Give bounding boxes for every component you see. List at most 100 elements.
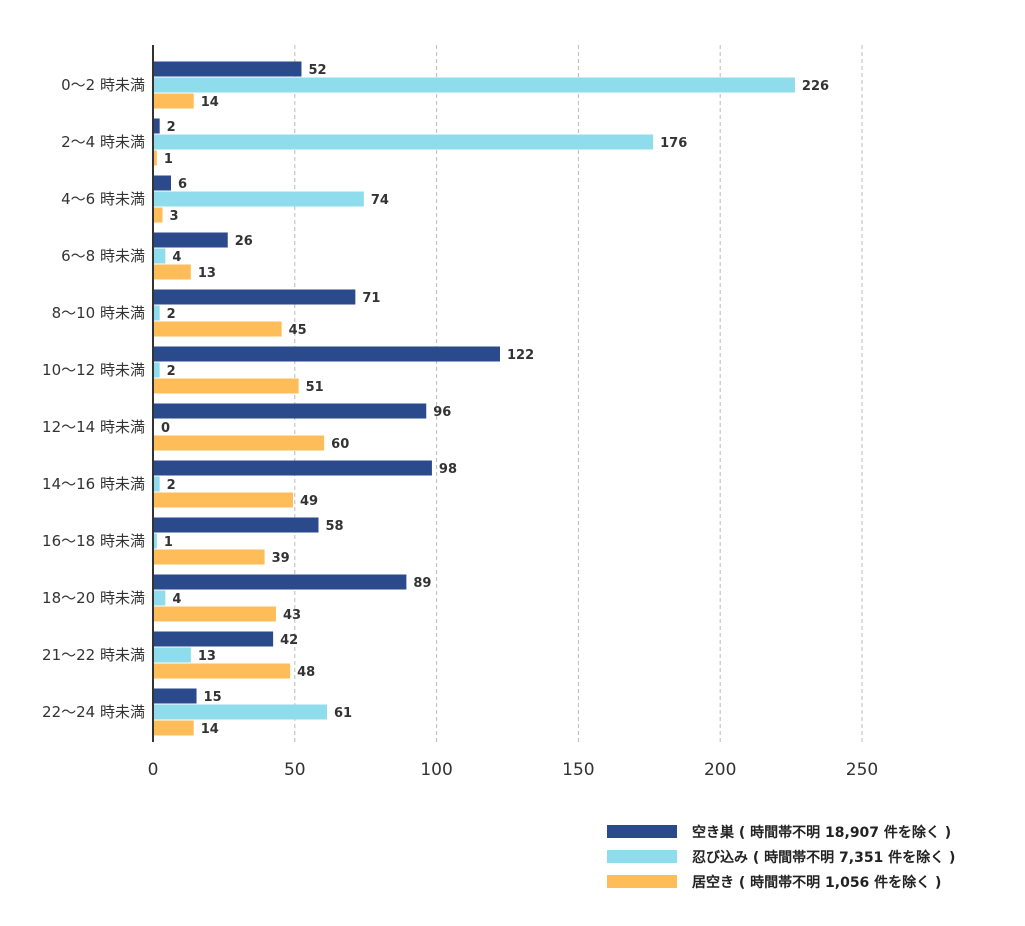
data-label: 89 (413, 576, 431, 591)
data-label: 176 (660, 136, 687, 151)
category-label: 4〜6 時未満 (61, 190, 145, 208)
grid-layer (294, 45, 863, 742)
bar-iaki (154, 549, 265, 565)
bar-akisu (154, 688, 197, 704)
x-tick-label: 50 (284, 760, 306, 780)
data-label: 48 (297, 665, 315, 680)
category-label: 22〜24 時未満 (42, 703, 145, 721)
x-tick-label: 100 (420, 760, 452, 780)
bar-akisu (154, 517, 319, 533)
bar-akisu (154, 232, 228, 248)
data-label: 45 (289, 323, 307, 338)
x-tick-label: 150 (562, 760, 594, 780)
bar-akisu (154, 403, 427, 419)
bar-iaki (154, 93, 194, 109)
bar-akisu (154, 631, 274, 647)
data-label: 1 (164, 152, 173, 167)
bar-shinobikomi (154, 647, 191, 663)
data-label: 15 (204, 690, 222, 705)
bar-iaki (154, 378, 299, 394)
bar-iaki (154, 435, 325, 451)
category-label: 16〜18 時未満 (42, 532, 145, 550)
data-label: 26 (235, 234, 253, 249)
bar-akisu (154, 460, 432, 476)
bar-iaki (154, 663, 291, 679)
data-label: 122 (507, 348, 534, 363)
data-label: 74 (371, 193, 389, 208)
bar-akisu (154, 175, 172, 191)
bar-iaki (154, 606, 276, 622)
data-label: 1 (164, 535, 173, 550)
legend: 空き巣 ( 時間帯不明 18,907 件を除く ) 忍び込み ( 時間帯不明 7,… (607, 824, 955, 891)
legend-label: 忍び込み ( 時間帯不明 7,351 件を除く ) (692, 849, 955, 866)
bar-iaki (154, 207, 163, 223)
data-label: 14 (201, 95, 219, 110)
bar-iaki (154, 264, 191, 280)
category-label: 8〜10 時未満 (52, 304, 145, 322)
bar-shinobikomi (154, 704, 327, 720)
bar-shinobikomi (154, 362, 160, 378)
bar-akisu (154, 61, 302, 77)
data-label: 13 (198, 649, 216, 664)
category-label: 2〜4 時未満 (61, 133, 145, 151)
bar-iaki (154, 720, 194, 736)
data-label: 60 (331, 437, 349, 452)
data-label: 3 (170, 209, 179, 224)
x-tick-label: 250 (846, 760, 878, 780)
data-label: 2 (167, 364, 176, 379)
x-tick-label: 0 (148, 760, 159, 780)
data-label: 2 (167, 478, 176, 493)
bar-shinobikomi (154, 134, 654, 150)
bar-shinobikomi (154, 305, 160, 321)
data-label: 14 (201, 722, 219, 737)
data-label: 43 (283, 608, 301, 623)
category-label: 0〜2 時未満 (61, 76, 145, 94)
bar-akisu (154, 289, 356, 305)
bar-iaki (154, 321, 282, 337)
bar-shinobikomi (154, 533, 157, 549)
data-label: 4 (172, 592, 181, 607)
axis-layer: 0 50 100 150 200 250 (148, 45, 878, 780)
bar-shinobikomi (154, 77, 795, 93)
bar-iaki (154, 492, 293, 508)
data-label: 226 (802, 79, 829, 94)
data-label: 6 (178, 177, 187, 192)
data-label: 13 (198, 266, 216, 281)
bar-shinobikomi (154, 248, 166, 264)
data-label: 4 (172, 250, 181, 265)
legend-swatch (607, 875, 677, 888)
bar-layer (154, 61, 795, 736)
category-label: 18〜20 時未満 (42, 589, 145, 607)
data-label: 61 (334, 706, 352, 721)
data-label: 71 (362, 291, 380, 306)
data-label: 98 (439, 462, 457, 477)
data-label: 52 (308, 63, 326, 78)
data-label: 2 (167, 307, 176, 322)
data-label: 96 (433, 405, 451, 420)
data-label: 58 (325, 519, 343, 534)
bar-iaki (154, 150, 157, 166)
category-label: 14〜16 時未満 (42, 475, 145, 493)
data-label: 51 (306, 380, 324, 395)
data-label: 2 (167, 120, 176, 135)
x-tick-label: 200 (704, 760, 736, 780)
category-label: 6〜8 時未満 (61, 247, 145, 265)
legend-swatch (607, 850, 677, 863)
bar-akisu (154, 574, 407, 590)
bar-shinobikomi (154, 191, 364, 207)
data-label: 39 (272, 551, 290, 566)
bar-akisu (154, 118, 160, 134)
legend-label: 居空き ( 時間帯不明 1,056 件を除く ) (692, 874, 941, 891)
bar-shinobikomi (154, 476, 160, 492)
category-label: 12〜14 時未満 (42, 418, 145, 436)
data-label: 49 (300, 494, 318, 509)
data-label: 0 (161, 421, 170, 436)
bar-shinobikomi (154, 590, 166, 606)
category-label: 21〜22 時未満 (42, 646, 145, 664)
category-label: 10〜12 時未満 (42, 361, 145, 379)
data-label: 42 (280, 633, 298, 648)
bar-akisu (154, 346, 500, 362)
